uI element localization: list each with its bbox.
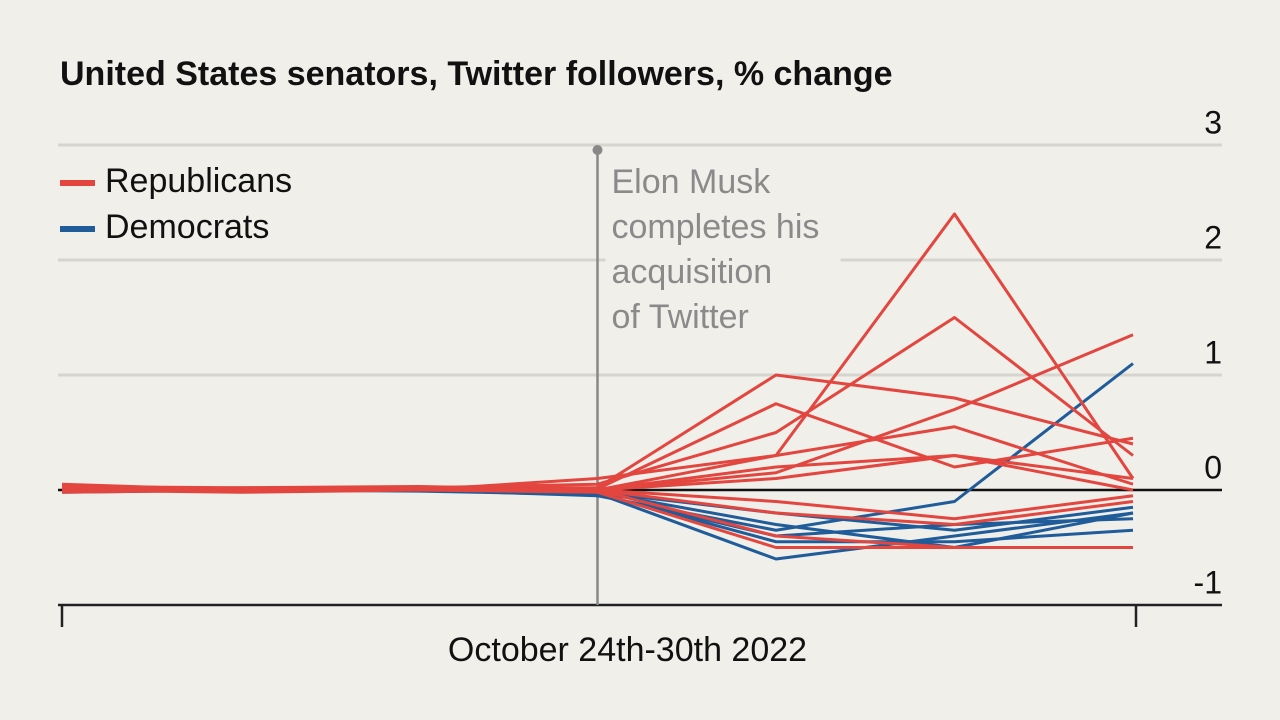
x-axis-label: October 24th-30th 2022: [448, 631, 807, 669]
y-tick-label: 0: [1204, 449, 1222, 485]
y-tick-label: -1: [1194, 564, 1222, 600]
chart-title: United States senators, Twitter follower…: [60, 55, 893, 93]
annotation-dot: [592, 145, 603, 155]
y-tick-label: 1: [1204, 334, 1222, 370]
y-tick-label: 3: [1204, 104, 1222, 140]
senator-line: [62, 486, 1134, 526]
legend-label: Republicans: [105, 162, 292, 200]
annotation-background: [605, 162, 841, 342]
y-tick-label: 2: [1204, 219, 1222, 255]
annotation-text: acquisition: [612, 253, 773, 291]
annotation-text: Elon Musk: [612, 163, 772, 201]
annotation-text: completes his: [612, 208, 820, 246]
legend-label: Democrats: [105, 208, 269, 246]
senator-line: [61, 488, 1133, 549]
annotation-text: of Twitter: [612, 298, 749, 336]
